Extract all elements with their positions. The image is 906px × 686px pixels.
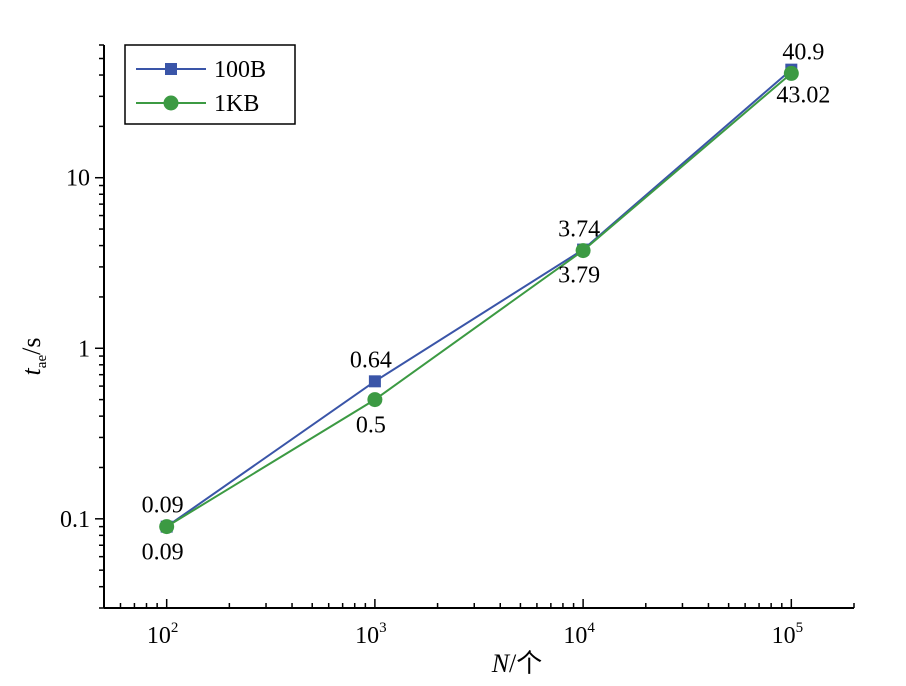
- x-tick-label: 102: [147, 620, 179, 649]
- legend-marker: [163, 95, 179, 111]
- legend-label: 1KB: [214, 91, 259, 117]
- data-label-100B: 43.02: [776, 83, 830, 109]
- y-tick-label: 10: [66, 166, 90, 192]
- data-label-100B: 3.79: [558, 263, 600, 289]
- x-tick-label: 104: [563, 620, 595, 649]
- series-line-1KB: [166, 72, 792, 528]
- data-point-100B: [368, 375, 381, 388]
- x-axis-title: N/个: [491, 649, 543, 678]
- series-layer: [159, 63, 799, 535]
- data-labels: 0.09 0.64 3.79 43.02 0.09 0.5 3.74 40.9: [142, 39, 831, 565]
- legend: 100B 1KB: [124, 44, 296, 125]
- legend-box: [124, 44, 296, 125]
- series-line-100B: [166, 68, 792, 528]
- data-label-1KB: 0.09: [142, 540, 184, 566]
- data-label-1KB: 40.9: [782, 39, 824, 65]
- legend-label: 100B: [214, 57, 266, 83]
- legend-marker: [165, 63, 177, 75]
- y-axis-title: tae/s: [17, 338, 50, 376]
- data-label-100B: 0.64: [350, 347, 392, 373]
- data-label-1KB: 3.74: [558, 217, 600, 243]
- data-label-100B: 0.09: [142, 493, 184, 519]
- x-tick-label: 103: [355, 620, 387, 649]
- data-point-1KB: [575, 243, 591, 259]
- data-point-1KB: [367, 392, 383, 408]
- y-tick-label: 0.1: [60, 507, 90, 533]
- data-point-1KB: [159, 519, 175, 535]
- axes: 0.1 1 10 102 103 104 105 N/个 tae/s: [17, 44, 855, 678]
- y-tick-label: 1: [78, 336, 90, 362]
- x-tick-label: 105: [772, 620, 804, 649]
- data-point-1KB: [783, 65, 799, 81]
- data-label-1KB: 0.5: [356, 413, 386, 439]
